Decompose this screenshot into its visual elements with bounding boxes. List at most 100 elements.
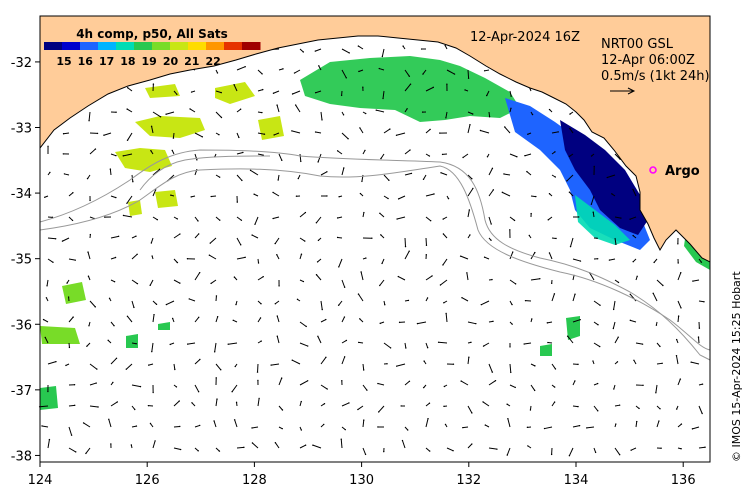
current-vector-head xyxy=(547,219,549,221)
current-vector xyxy=(131,384,141,388)
current-vector-head xyxy=(337,304,340,306)
current-vector-head xyxy=(197,233,200,235)
current-vector-head xyxy=(530,212,532,215)
current-vector-head xyxy=(409,149,411,151)
current-vector xyxy=(152,189,157,197)
current-vector xyxy=(294,69,301,74)
current-vector xyxy=(613,384,616,390)
current-vector-head xyxy=(44,336,46,339)
colorbar-labels: 15 16 17 18 19 20 21 22 xyxy=(56,55,220,68)
current-vector xyxy=(360,271,364,281)
current-vector xyxy=(614,279,619,283)
current-vector-head xyxy=(126,87,129,89)
current-vector-head xyxy=(71,219,74,222)
current-vector xyxy=(656,342,661,347)
current-vector-head xyxy=(281,159,283,162)
current-vector xyxy=(236,446,244,449)
current-vector-head xyxy=(613,388,615,390)
current-vector xyxy=(274,442,280,449)
current-vector xyxy=(292,359,301,365)
current-vector-head xyxy=(148,364,150,366)
current-vector-head xyxy=(345,77,347,79)
current-vector-head xyxy=(213,351,216,353)
current-vector-head xyxy=(263,133,266,135)
current-vector-head xyxy=(216,316,219,318)
current-vector-head xyxy=(617,336,619,338)
current-vector-head xyxy=(147,404,150,407)
current-vector-head xyxy=(611,193,613,195)
current-vector-head xyxy=(422,73,424,75)
current-vector-head xyxy=(553,293,556,295)
current-vector-head xyxy=(432,86,435,89)
current-vector xyxy=(299,153,302,162)
current-vector-head xyxy=(302,280,305,283)
current-vector-head xyxy=(466,272,468,274)
current-vector xyxy=(692,426,700,430)
current-vector-head xyxy=(516,156,518,158)
current-vector-head xyxy=(201,136,204,138)
current-vector-head xyxy=(344,428,346,431)
current-vector-head xyxy=(149,284,151,287)
current-vector-head xyxy=(527,445,529,447)
current-vector xyxy=(359,127,364,134)
current-vector-head xyxy=(554,368,557,370)
current-vector xyxy=(215,399,218,407)
current-vector xyxy=(569,153,574,157)
current-vector-head xyxy=(156,219,159,221)
current-vector xyxy=(231,384,238,392)
current-vector-head xyxy=(365,112,367,115)
current-vector xyxy=(467,69,470,79)
current-vector-head xyxy=(510,371,512,374)
current-vector xyxy=(215,216,221,221)
current-product-label: NRT00 GSL xyxy=(601,37,674,52)
current-vector-head xyxy=(462,156,464,159)
current-vector-head xyxy=(95,382,97,384)
current-vector-head xyxy=(176,218,179,220)
current-vector-head xyxy=(116,401,119,403)
current-vector xyxy=(509,216,515,221)
current-vector xyxy=(87,251,91,260)
current-vector xyxy=(89,382,97,386)
current-vector xyxy=(254,216,259,225)
current-vector-head xyxy=(189,108,191,110)
current-vector-head xyxy=(114,256,117,259)
current-vector xyxy=(273,132,280,136)
current-vector-head xyxy=(675,408,678,410)
current-vector-head xyxy=(506,403,508,405)
current-vector-head xyxy=(96,132,99,135)
current-vector xyxy=(340,439,343,449)
current-vector xyxy=(507,418,511,428)
current-vector-head xyxy=(97,406,99,408)
current-vector-head xyxy=(389,128,391,130)
current-vector xyxy=(312,444,322,449)
current-vector-head xyxy=(423,360,425,362)
current-vector-head xyxy=(251,234,253,236)
current-vector-head xyxy=(293,72,296,74)
current-vector xyxy=(443,233,448,239)
current-vector-head xyxy=(47,390,49,393)
current-vector-head xyxy=(655,392,657,394)
current-vector xyxy=(632,189,637,197)
current-vector-head xyxy=(579,260,582,262)
current-vector-head xyxy=(61,240,64,242)
current-vector-head xyxy=(406,108,408,110)
current-vector xyxy=(194,233,200,239)
current-vector-head xyxy=(325,356,327,358)
current-vector-head xyxy=(548,193,551,195)
y-axis: -32 -33 -34 -35 -36 -37 -38 xyxy=(11,56,40,464)
current-vector-head xyxy=(514,283,517,285)
current-vector xyxy=(697,337,700,344)
current-vector-head xyxy=(187,343,189,345)
colorbar-swatch xyxy=(224,42,243,50)
colorbar-swatch xyxy=(206,42,225,50)
current-vector xyxy=(274,237,280,244)
current-vector xyxy=(614,447,621,456)
current-vector xyxy=(425,418,429,428)
current-vector-head xyxy=(135,343,137,345)
current-vector-head xyxy=(569,127,571,130)
current-vector-head xyxy=(364,149,366,152)
current-vector-head xyxy=(136,282,139,285)
current-vector-head xyxy=(110,443,112,445)
sst-layer xyxy=(40,56,710,410)
x-tick-label: 128 xyxy=(242,473,267,488)
